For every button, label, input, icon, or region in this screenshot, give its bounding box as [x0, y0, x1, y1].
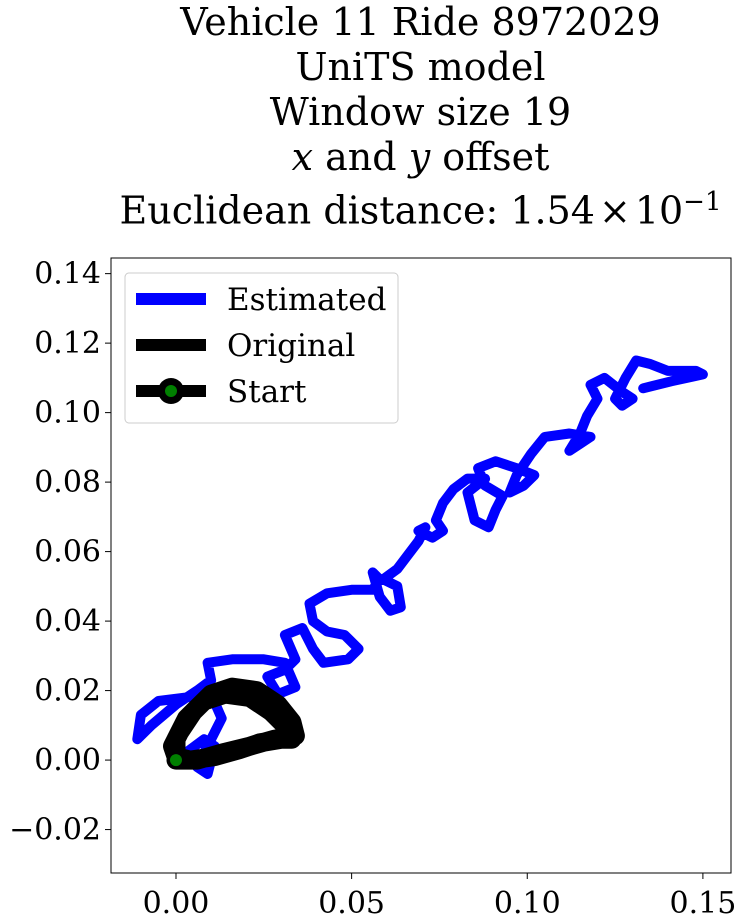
y-tick-label: −0.02 [9, 813, 101, 848]
legend-label-original: Original [227, 328, 355, 364]
title-offset-word: offset [430, 135, 550, 179]
title-distance-base: 10 [634, 188, 684, 233]
series-line-estimated [132, 355, 708, 779]
title-line-3: Window size 19 [269, 90, 572, 134]
y-tick-label: 0.04 [34, 604, 101, 639]
y-tick-label: 0.02 [34, 674, 101, 709]
title-distance-prefix: Euclidean distance: [119, 188, 511, 233]
title-distance-times: × [598, 188, 631, 233]
legend: Estimated Original Start [124, 272, 399, 424]
x-tick-label: 0.00 [143, 886, 210, 921]
y-tick-label: 0.14 [34, 257, 101, 292]
title-x-symbol: x [291, 135, 314, 179]
title-line-1: Vehicle 11 Ride 8972029 [180, 0, 661, 44]
y-tick-label: 0.06 [34, 535, 101, 570]
title-and: and [313, 135, 409, 179]
legend-label-estimated: Estimated [227, 282, 386, 318]
y-tick-label: 0.12 [34, 326, 101, 361]
legend-marker-dot [165, 385, 177, 397]
x-tick-label: 0.10 [494, 886, 561, 921]
start-marker [169, 754, 182, 767]
data-layer [132, 355, 708, 779]
title-line-5: Euclidean distance: 1.54 × 10−1 [100, 180, 741, 234]
y-tick-label: 0.08 [34, 465, 101, 500]
plot-frame [110, 257, 732, 874]
x-tick-label: 0.15 [669, 886, 736, 921]
title-distance-mantissa: 1.54 [510, 188, 595, 233]
title-line-2: UniTS model [295, 45, 546, 89]
y-tick-label: 0.00 [34, 743, 101, 778]
title-y-symbol: y [408, 135, 431, 179]
chart-title: Vehicle 11 Ride 8972029 UniTS model Wind… [100, 0, 741, 234]
legend-label-start: Start [227, 374, 307, 410]
x-tick-label: 0.05 [318, 886, 385, 921]
title-distance-exponent: −1 [683, 187, 722, 217]
title-line-4: x and y offset [100, 135, 741, 180]
axes-layer: 0.00 0.05 0.10 0.15 −0.02 0.00 0.02 0.04 0.06 0.0… [9, 257, 736, 921]
y-tick-label: 0.10 [34, 396, 101, 431]
